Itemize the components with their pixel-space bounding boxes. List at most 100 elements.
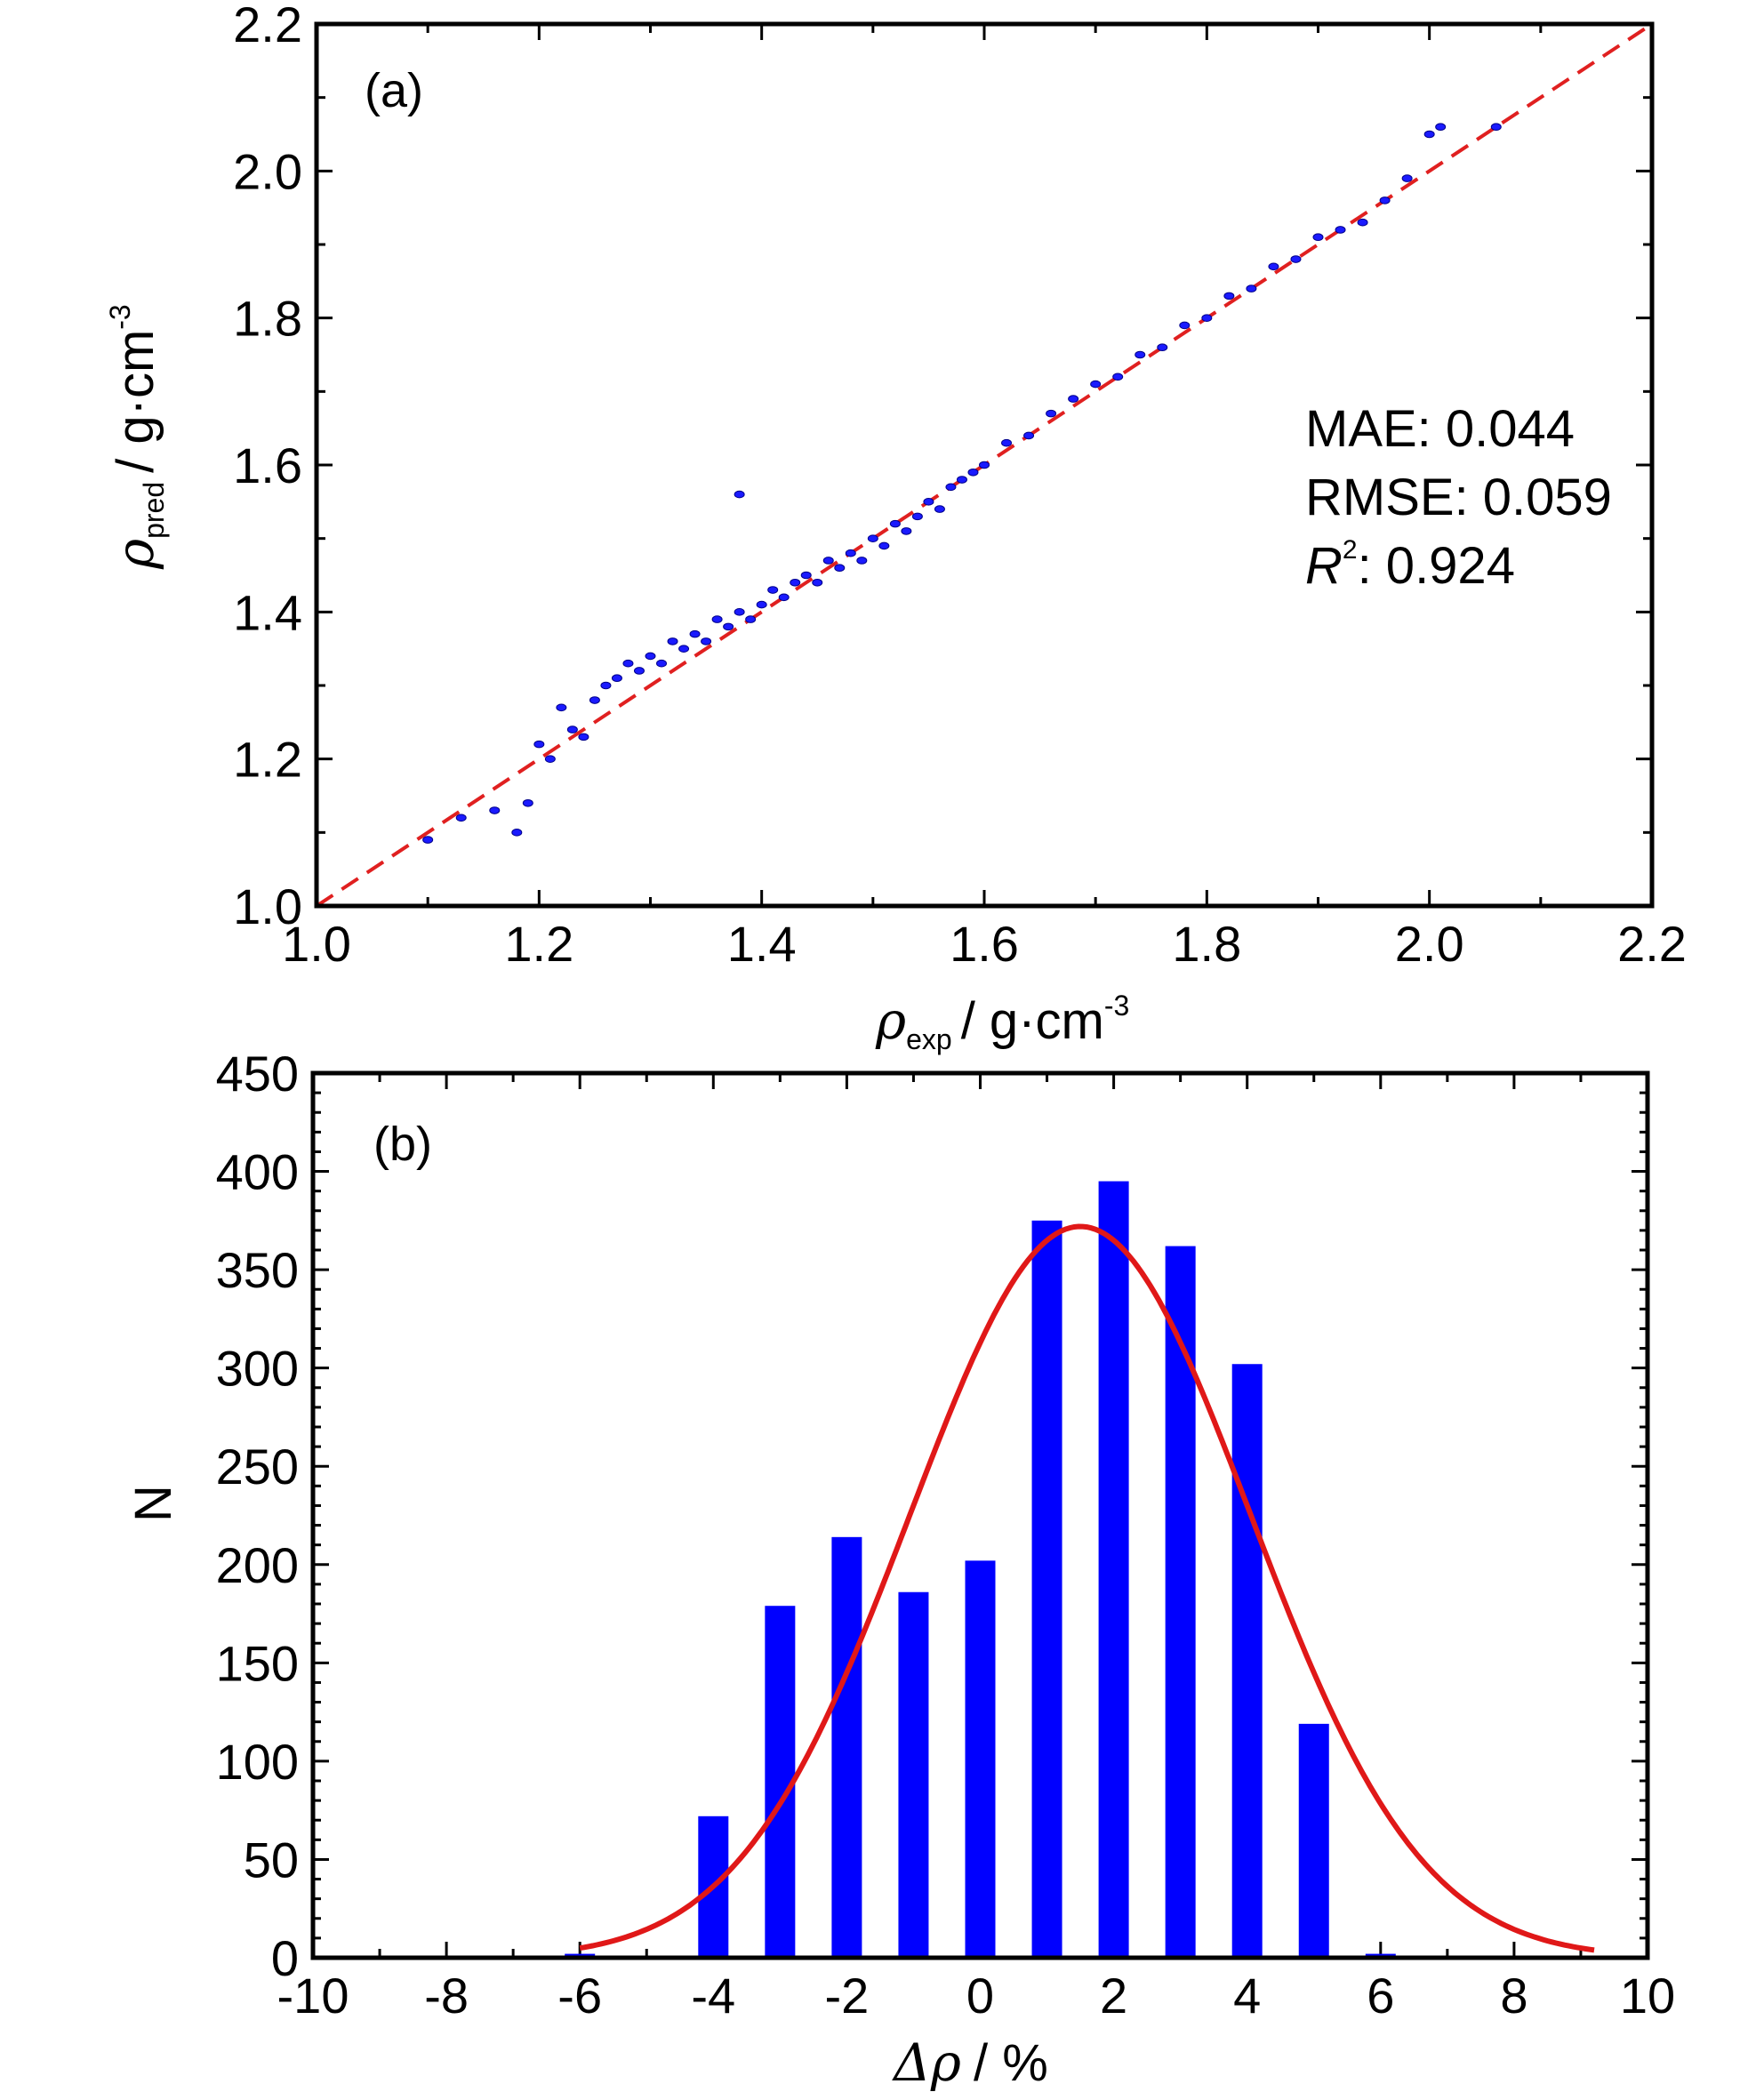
scatter-y-tick-labels: 1.0 1.2 1.4 1.6 1.8 2.0 2.2 bbox=[233, 0, 302, 934]
scatter-point bbox=[1023, 431, 1035, 440]
scatter-point bbox=[1201, 314, 1213, 322]
r2-value: : 0.924 bbox=[1358, 537, 1515, 595]
scatter-point bbox=[1068, 395, 1079, 403]
scatter-point bbox=[455, 814, 467, 822]
scatter-point bbox=[1246, 285, 1257, 293]
scatter-point bbox=[956, 476, 967, 484]
x-tick-label: 1.2 bbox=[504, 916, 573, 972]
scatter-point bbox=[723, 622, 734, 631]
x-tick-label: 2 bbox=[1100, 1968, 1127, 2024]
scatter-point bbox=[945, 483, 957, 492]
gaussian-fit-curve bbox=[579, 1223, 1595, 1953]
scatter-point bbox=[790, 578, 801, 587]
delta-rho-unit: / % bbox=[974, 2034, 1048, 2092]
scatter-point bbox=[1268, 262, 1279, 271]
histogram-bar bbox=[1031, 1220, 1062, 1958]
y-tick-label: 1.8 bbox=[233, 291, 302, 347]
histogram-x-tick-labels: -10 -8 -6 -4 -2 0 2 4 6 8 10 bbox=[277, 1968, 1676, 2024]
scatter-panel: 1.0 1.2 1.4 1.6 1.8 2.0 2.2 1.0 1.2 1.4 1.6 1.8 2.0… bbox=[104, 0, 1687, 1055]
scatter-point bbox=[689, 629, 701, 638]
scatter-point bbox=[422, 836, 434, 844]
scatter-point bbox=[845, 549, 856, 557]
scatter-point bbox=[622, 659, 634, 668]
scatter-point bbox=[566, 725, 578, 733]
rmse-annotation: RMSE: 0.059 bbox=[1305, 469, 1612, 526]
y-tick-label: 300 bbox=[216, 1341, 299, 1397]
y-tick-label: 0 bbox=[271, 1930, 299, 1986]
x-tick-label: 6 bbox=[1367, 1968, 1394, 2024]
scatter-point bbox=[600, 681, 612, 690]
x-tick-label: -4 bbox=[691, 1968, 735, 2024]
x-tick-label: -10 bbox=[277, 1968, 349, 2024]
histogram-panel: -10 -8 -6 -4 -2 0 2 4 6 8 10 0 50 100 150 200 250 300 350… bbox=[124, 1046, 1675, 2093]
y-tick-label: 2.2 bbox=[233, 0, 302, 52]
scatter-point bbox=[701, 637, 712, 645]
scatter-point bbox=[1490, 123, 1502, 132]
scatter-point bbox=[1135, 350, 1146, 359]
scatter-point bbox=[1312, 233, 1324, 242]
scatter-point bbox=[901, 527, 912, 535]
histogram-bar bbox=[1231, 1364, 1263, 1958]
y-tick-label: 1.6 bbox=[233, 437, 302, 493]
y-tick-label: 1.4 bbox=[233, 584, 302, 640]
x-title-subscript: exp bbox=[906, 1023, 952, 1055]
x-tick-label: 10 bbox=[1620, 1968, 1675, 2024]
y-tick-label: 100 bbox=[216, 1734, 299, 1790]
histogram-x-axis-title: Δρ / % bbox=[892, 2032, 1048, 2093]
y-title-superscript: -3 bbox=[104, 304, 136, 329]
histogram-bar bbox=[1298, 1723, 1329, 1958]
y-title-symbol: ρ bbox=[105, 539, 165, 570]
histogram-bar bbox=[898, 1591, 929, 1958]
y-tick-label: 400 bbox=[216, 1144, 299, 1200]
scatter-points bbox=[422, 123, 1502, 844]
x-title-symbol: ρ bbox=[875, 990, 906, 1051]
scatter-point bbox=[544, 755, 556, 763]
histogram-bar bbox=[1098, 1181, 1129, 1958]
x-tick-label: 1.8 bbox=[1172, 916, 1241, 972]
x-tick-label: 0 bbox=[966, 1968, 994, 2024]
scatter-point bbox=[1379, 196, 1391, 204]
scatter-point bbox=[856, 557, 868, 565]
scatter-point bbox=[889, 519, 901, 528]
y-tick-label: 250 bbox=[216, 1439, 299, 1495]
mae-annotation: MAE: 0.044 bbox=[1305, 400, 1575, 458]
scatter-point bbox=[1423, 130, 1435, 139]
x-tick-label: 4 bbox=[1233, 1968, 1261, 2024]
scatter-point bbox=[1335, 226, 1346, 234]
y-tick-label: 350 bbox=[216, 1242, 299, 1298]
r2-annotation: R2: 0.924 bbox=[1305, 535, 1515, 595]
scatter-point bbox=[645, 652, 656, 661]
x-tick-label: -6 bbox=[557, 1968, 602, 2024]
scatter-point bbox=[934, 505, 945, 513]
x-tick-label: -8 bbox=[424, 1968, 469, 2024]
scatter-point bbox=[734, 608, 745, 616]
scatter-point bbox=[800, 571, 812, 580]
scatter-point bbox=[656, 659, 668, 668]
scatter-point bbox=[1401, 174, 1413, 182]
scatter-x-tick-labels: 1.0 1.2 1.4 1.6 1.8 2.0 2.2 bbox=[282, 916, 1687, 972]
y-tick-label: 50 bbox=[244, 1831, 299, 1888]
scatter-point bbox=[867, 534, 878, 542]
scatter-point bbox=[489, 806, 501, 814]
scatter-point bbox=[633, 667, 645, 675]
scatter-point bbox=[1223, 292, 1235, 301]
scatter-point bbox=[556, 703, 567, 712]
scatter-point bbox=[745, 615, 757, 623]
scatter-point bbox=[979, 461, 990, 469]
histogram-y-axis-title: N bbox=[124, 1485, 182, 1522]
x-tick-label: 1.6 bbox=[950, 916, 1019, 972]
histogram-bar bbox=[1165, 1246, 1196, 1958]
panel-b-label: (b) bbox=[373, 1118, 432, 1171]
scatter-y-axis-title: ρpred / g·cm-3 bbox=[104, 304, 170, 570]
x-tick-label: 2.0 bbox=[1395, 916, 1464, 972]
scatter-point bbox=[834, 564, 846, 573]
scatter-point bbox=[678, 645, 690, 653]
scatter-point bbox=[1179, 321, 1191, 330]
histogram-plot-frame bbox=[310, 1070, 1650, 1960]
scatter-point bbox=[734, 490, 745, 499]
y-tick-label: 150 bbox=[216, 1635, 299, 1691]
scatter-point bbox=[923, 498, 934, 506]
scatter-point bbox=[511, 829, 523, 837]
scatter-point bbox=[911, 512, 923, 521]
x-tick-label: 2.2 bbox=[1617, 916, 1687, 972]
